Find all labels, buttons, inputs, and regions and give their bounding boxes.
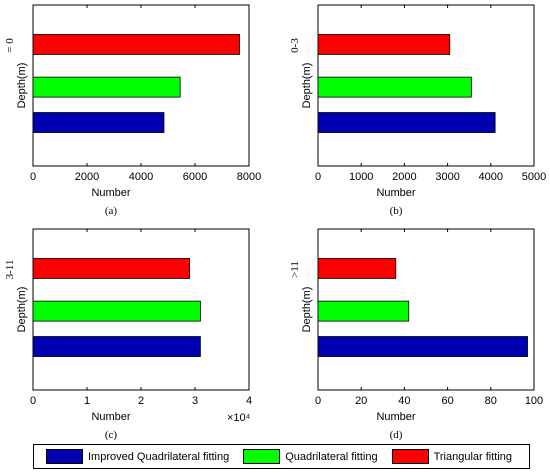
bar: [32, 112, 165, 133]
x-tick-label: 2000: [75, 171, 99, 183]
y-category-label: >11: [289, 261, 301, 278]
x-axis-label: Number: [91, 187, 130, 199]
legend-item-tri: Triangular fitting: [391, 449, 513, 464]
bar: [317, 112, 496, 133]
bar: [32, 258, 191, 279]
x-tick-label: 80: [485, 395, 497, 407]
x-tick-label: 0: [30, 171, 36, 183]
panel-label: (d): [390, 429, 403, 440]
y-axis-label: Depth(m): [16, 63, 28, 109]
x-tick-label: 0: [30, 395, 36, 407]
x-tick-label: 100: [525, 395, 543, 407]
y-category-label: 3-11: [4, 260, 16, 280]
legend-item-quad: Quadrilateral fitting: [243, 449, 378, 464]
x-tick-label: 8000: [237, 171, 261, 183]
x-tick-label: 3000: [435, 171, 459, 183]
bar: [32, 300, 201, 322]
legend-swatch-tri: [391, 449, 429, 464]
x-tick-label: 0: [315, 171, 321, 183]
bar: [317, 258, 397, 279]
x-tick-label: 4: [246, 395, 252, 407]
y-axis-label: Depth(m): [301, 63, 313, 109]
x-axis-label: Number: [376, 411, 415, 423]
bar: [317, 34, 451, 55]
legend-item-improved: Improved Quadrilateral fitting: [46, 449, 229, 464]
y-axis-label: Depth(m): [16, 287, 28, 333]
y-category-label: 0-3: [289, 38, 301, 53]
x-tick-label: 40: [398, 395, 410, 407]
x-tick-label: 5000: [522, 171, 546, 183]
bar: [32, 76, 181, 98]
legend-swatch-improved: [46, 449, 83, 464]
bar: [32, 336, 201, 357]
x-tick-label: 2000: [392, 171, 416, 183]
x-axis-multiplier: ×10⁴: [227, 412, 251, 424]
legend-swatch-quad: [243, 449, 281, 464]
legend: Improved Quadrilateral fitting Quadrilat…: [33, 444, 530, 469]
bar: [32, 34, 240, 55]
bar: [317, 76, 472, 98]
x-tick-label: 20: [355, 395, 367, 407]
panel-label: (b): [390, 205, 403, 217]
x-tick-label: 3: [192, 395, 198, 407]
bar: [317, 336, 528, 357]
x-tick-label: 1000: [349, 171, 373, 183]
y-axis-label: Depth(m): [301, 287, 313, 333]
panel-label: (c): [105, 429, 118, 440]
bar: [317, 300, 410, 322]
x-tick-label: 4000: [129, 171, 153, 183]
panel-label: (a): [105, 205, 118, 217]
x-tick-label: 2: [138, 395, 144, 407]
x-tick-label: 4000: [479, 171, 503, 183]
y-category-label: = 0: [4, 38, 16, 53]
x-tick-label: 1: [84, 395, 90, 407]
x-axis-label: Number: [376, 187, 415, 199]
legend-label-quad: Quadrilateral fitting: [285, 450, 378, 463]
x-tick-label: 60: [441, 395, 453, 407]
x-tick-label: 0: [315, 395, 321, 407]
x-tick-label: 6000: [183, 171, 207, 183]
x-axis-label: Number: [91, 411, 130, 423]
legend-label-tri: Triangular fitting: [433, 450, 513, 463]
legend-label-improved: Improved Quadrilateral fitting: [88, 450, 230, 463]
